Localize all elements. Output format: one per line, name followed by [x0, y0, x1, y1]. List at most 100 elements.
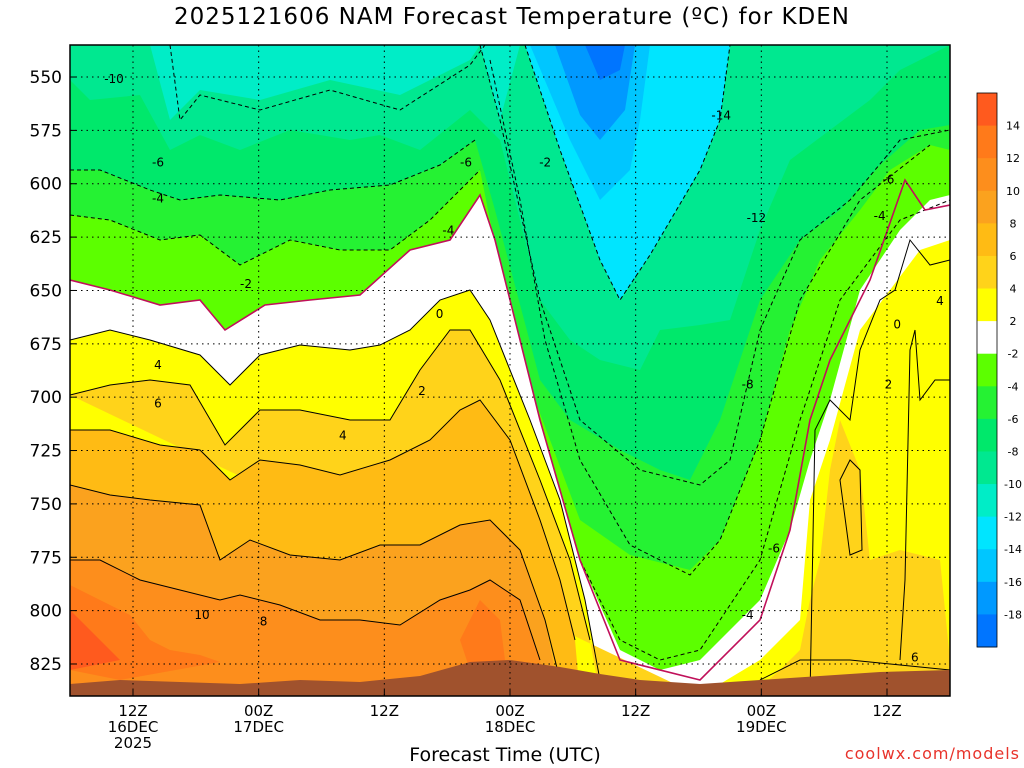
- contour-line: [70, 169, 481, 266]
- temperature-band: [585, 45, 625, 80]
- y-tick-label: 750: [30, 495, 62, 515]
- colorbar-segment: [977, 190, 997, 224]
- colorbar-label: 12: [1006, 152, 1020, 165]
- x-tick-label: 12Z: [118, 702, 147, 720]
- contour-label: -6: [152, 155, 164, 169]
- x-tick-label: 00Z: [495, 702, 524, 720]
- colorbar-label: -18: [1004, 608, 1022, 621]
- colorbar-segment: [977, 614, 997, 648]
- colorbar-segment: [977, 288, 997, 322]
- x-tick-label: 12Z: [370, 702, 399, 720]
- colorbar-label: -8: [1008, 445, 1019, 458]
- contour-label: -6: [460, 155, 472, 169]
- contour-label: 4: [339, 429, 347, 443]
- temperature-band: [460, 600, 505, 670]
- contour-line: [70, 139, 476, 201]
- colorbar-label: -2: [1008, 348, 1019, 361]
- contour-line: [70, 178, 950, 681]
- y-tick-label: 550: [30, 68, 62, 88]
- colorbar-label: 4: [1010, 283, 1017, 296]
- contour-line: [70, 289, 601, 681]
- colorbar: 14 12 10 8 6 4 2 -2 -4 -6 -8 -10 -12 -14 -16 -18: [976, 92, 1022, 648]
- contour-line: [70, 399, 576, 641]
- chart-title: 2025121606 NAM Forecast Temperature (ºC)…: [174, 4, 850, 30]
- colorbar-label: -6: [1008, 413, 1019, 426]
- contour-line: [489, 59, 931, 576]
- colorbar-segment: [977, 223, 997, 257]
- y-tick-label: 800: [30, 602, 62, 622]
- contour-label: -6: [768, 542, 780, 556]
- colorbar-segment: [977, 581, 997, 615]
- x-tick-label: 18DEC: [485, 718, 536, 736]
- colorbar-segment: [977, 158, 997, 192]
- colorbar-frame: [976, 92, 998, 648]
- x-tick-label: 12Z: [621, 702, 650, 720]
- colorbar-label: -4: [1008, 380, 1019, 393]
- y-tick-label: 625: [30, 228, 62, 248]
- contour-line: [479, 45, 950, 486]
- contour-line: [809, 238, 950, 696]
- y-tick-label: 700: [30, 388, 62, 408]
- contour-line: [899, 329, 950, 661]
- colorbar-segment: [977, 386, 997, 420]
- contour-labels: -10 -6 -4 -6 -2 -4 -2 0 4 6 2 4 10 8 -14 -12 -8 -6 -4 -6 -4 0…: [104, 72, 944, 664]
- contour-line: [169, 45, 486, 122]
- x-tick-label: 19DEC: [736, 718, 787, 736]
- x-tick-label: 17DEC: [233, 718, 284, 736]
- contour-label: -4: [152, 192, 164, 206]
- colorbar-label: -14: [1004, 543, 1022, 556]
- y-tick-label: 650: [30, 281, 62, 301]
- contour-label: -14: [711, 108, 731, 122]
- colorbar-label: 2: [1010, 315, 1017, 328]
- credit-link[interactable]: coolwx.com/models: [844, 744, 1020, 763]
- colorbar-segment: [977, 125, 997, 159]
- colorbar-segment: [977, 484, 997, 518]
- contour-label: -8: [742, 377, 754, 391]
- temperature-band: [70, 610, 120, 670]
- contour-label: 4: [936, 294, 944, 308]
- contour-label: -10: [104, 72, 124, 86]
- colorbar-label: 10: [1006, 185, 1020, 198]
- contour-label: -4: [442, 224, 454, 238]
- x-tick-label: 16DEC: [108, 718, 159, 736]
- contour-label: 2: [885, 377, 893, 391]
- colorbar-segment: [977, 255, 997, 290]
- contour-line: [524, 45, 731, 301]
- colorbar-label: 8: [1010, 217, 1017, 230]
- y-tick-label: 675: [30, 335, 62, 355]
- colorbar-segment: [977, 549, 997, 583]
- contour-label: 6: [154, 397, 162, 411]
- colorbar-segment: [977, 418, 997, 452]
- colorbar-segment: [977, 353, 997, 387]
- colorbar-label: -10: [1004, 478, 1022, 491]
- contour-label: -2: [539, 155, 551, 169]
- contour-line: [70, 559, 541, 661]
- y-tick-label: 575: [30, 121, 62, 141]
- contour-line: [539, 199, 950, 661]
- contour-line: [70, 329, 591, 641]
- contour-label: -6: [882, 172, 894, 186]
- temperature-band: [150, 45, 480, 120]
- contour-label: 10: [194, 608, 209, 622]
- y-axis: 550 575 600 625 650 675 700 725 750 775 800 825: [30, 68, 76, 675]
- y-tick-label: 600: [30, 175, 62, 195]
- x-tick-label: 12Z: [872, 702, 901, 720]
- contour-label: 8: [260, 614, 268, 628]
- colorbar-label: -12: [1004, 511, 1022, 524]
- contour-label: 0: [893, 318, 901, 332]
- colorbar-segment: [977, 451, 997, 485]
- contour-label: -12: [747, 211, 767, 225]
- contour-label: -2: [240, 277, 252, 291]
- colorbar-segment: [977, 93, 997, 127]
- x-axis-title: Forecast Time (UTC): [409, 744, 601, 766]
- colorbar-segment: [977, 321, 997, 355]
- x-tick-label: 2025: [114, 734, 152, 752]
- colorbar-label: 6: [1010, 250, 1017, 263]
- x-tick-label: 00Z: [747, 702, 776, 720]
- contour-label: 2: [418, 384, 426, 398]
- contour-label: -4: [874, 209, 886, 223]
- contour-label: 0: [436, 307, 444, 321]
- colorbar-label: 14: [1006, 120, 1020, 133]
